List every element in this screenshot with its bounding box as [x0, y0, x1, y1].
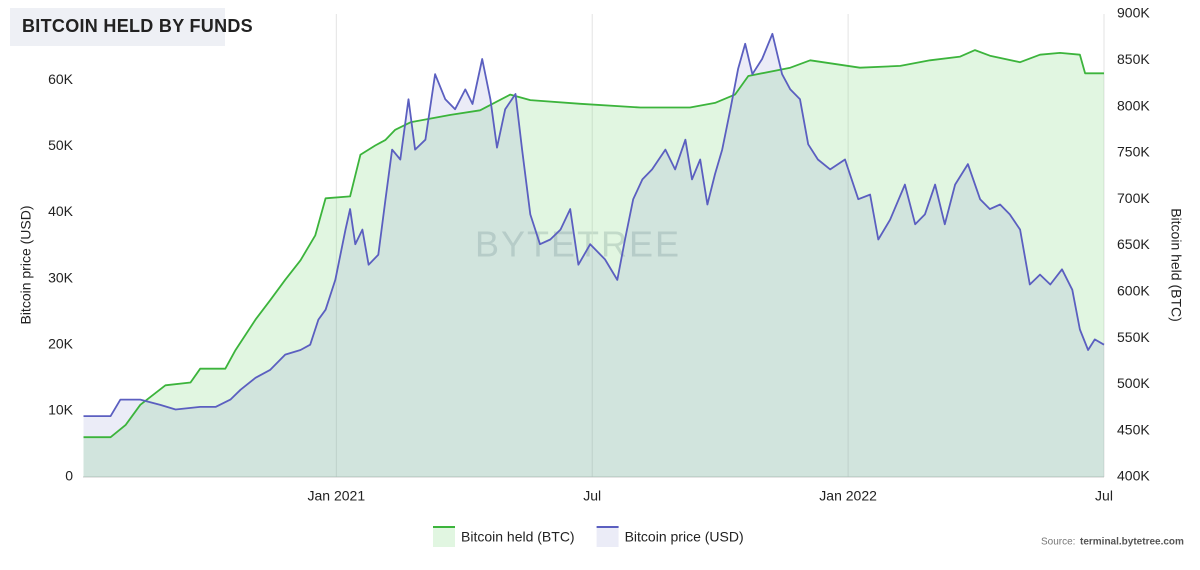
y2-tick-label: 700K	[1117, 190, 1150, 206]
legend-label: Bitcoin held (BTC)	[461, 529, 575, 545]
y-axis-label: Bitcoin price (USD)	[18, 205, 34, 324]
x-tick-label: Jan 2022	[819, 488, 877, 504]
x-tick-label: Jul	[583, 488, 601, 504]
y-tick-label: 40K	[48, 203, 74, 219]
y2-tick-label: 850K	[1117, 51, 1150, 67]
series-line	[83, 32, 1105, 417]
y-tick-label: 60K	[48, 71, 74, 87]
area-fill	[83, 50, 1104, 477]
x-tick-label: Jan 2021	[308, 488, 366, 504]
source: terminal.bytetree.com	[1080, 537, 1184, 548]
y2-tick-label: 400K	[1117, 468, 1150, 484]
y2-tick-label: 900K	[1117, 5, 1150, 21]
y2-tick-label: 450K	[1117, 421, 1150, 437]
y2-tick-label: 500K	[1117, 375, 1150, 391]
title-box	[10, 8, 225, 46]
y2-tick-label: 800K	[1117, 97, 1150, 113]
y2-tick-label: 750K	[1117, 144, 1150, 160]
y-tick-label: 0	[65, 468, 73, 484]
series-line	[83, 49, 1104, 439]
y-tick-label: 10K	[48, 402, 74, 418]
y-tick-label: 30K	[48, 269, 74, 285]
y2-tick-label: 550K	[1117, 329, 1150, 345]
legend-swatch	[433, 527, 455, 547]
chart-title: BITCOIN HELD BY FUNDS	[22, 16, 253, 36]
y2-tick-label: 650K	[1117, 236, 1150, 252]
legend-label: Bitcoin price (USD)	[625, 529, 744, 545]
area-fill	[83, 33, 1104, 478]
y-tick-label: 20K	[48, 335, 74, 351]
y2-tick-label: 600K	[1117, 283, 1150, 299]
y-tick-label: 50K	[48, 137, 74, 153]
legend-swatch	[596, 527, 619, 547]
source-label: Source:	[1041, 537, 1075, 548]
x-tick-label: Jul	[1095, 488, 1113, 504]
y2-axis-label: Bitcoin held (BTC)	[1168, 208, 1184, 322]
